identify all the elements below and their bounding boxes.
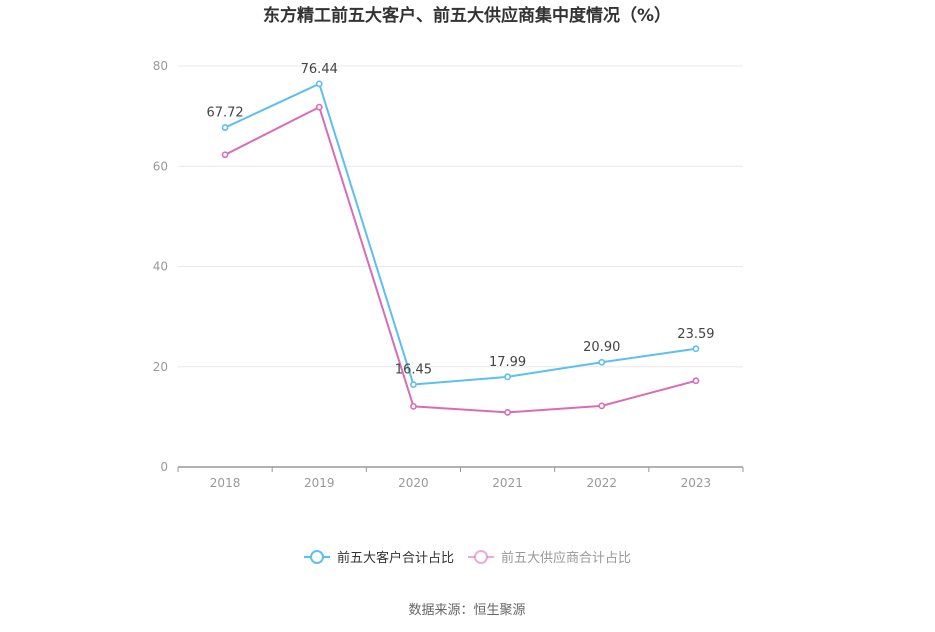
x-tick-label: 2021 (492, 476, 523, 490)
grid (178, 65, 743, 368)
legend-item-0[interactable]: 前五大客户合计占比 (304, 550, 454, 566)
data-point (692, 345, 700, 353)
data-label: 16.45 (395, 363, 432, 378)
chart-title: 东方精工前五大客户、前五大供应商集中度情况（%） (263, 5, 671, 26)
data-point (598, 402, 606, 410)
x-axis: 2018 2019 2020 2021 2022 2023 (177, 466, 744, 490)
legend-marker-icon (310, 550, 324, 564)
y-tick-label: 40 (153, 260, 168, 274)
series-line-0 (224, 82, 697, 386)
series-group (221, 80, 700, 416)
data-point (692, 377, 700, 385)
data-point (504, 408, 511, 416)
x-tick-label: 2020 (398, 476, 429, 490)
data-label: 76.44 (301, 62, 338, 77)
data-label: 67.72 (206, 106, 243, 121)
x-tick-label: 2018 (210, 476, 241, 490)
data-point (598, 358, 606, 366)
source-note: 数据来源：恒生聚源 (408, 603, 525, 618)
y-tick-label: 80 (153, 59, 168, 73)
legend-label: 前五大供应商合计占比 (501, 550, 631, 566)
data-label: 23.59 (677, 327, 714, 342)
data-labels: 67.72 76.44 16.45 17.99 20.90 23.59 (206, 62, 714, 378)
data-point (504, 373, 511, 381)
x-tick-label: 2023 (681, 476, 712, 490)
y-tick-label: 0 (160, 460, 168, 474)
legend-label: 前五大客户合计占比 (337, 550, 454, 566)
data-point (410, 402, 417, 410)
y-tick-label: 60 (153, 159, 168, 173)
data-label: 17.99 (489, 355, 526, 370)
x-tick-label: 2022 (586, 476, 617, 490)
y-tick-label: 20 (153, 360, 168, 374)
data-point (221, 151, 229, 159)
legend-item-1[interactable]: 前五大供应商合计占比 (468, 550, 631, 566)
legend-marker-icon (474, 550, 488, 564)
legend: 前五大客户合计占比 前五大供应商合计占比 (304, 550, 631, 566)
y-axis: 0 20 40 60 80 (153, 59, 168, 474)
data-label: 20.90 (583, 340, 620, 355)
data-point (410, 381, 417, 388)
x-tick-label: 2019 (304, 476, 335, 490)
data-point (221, 124, 229, 131)
series-line-1 (224, 106, 697, 414)
data-point (315, 80, 323, 88)
data-point (315, 103, 323, 111)
